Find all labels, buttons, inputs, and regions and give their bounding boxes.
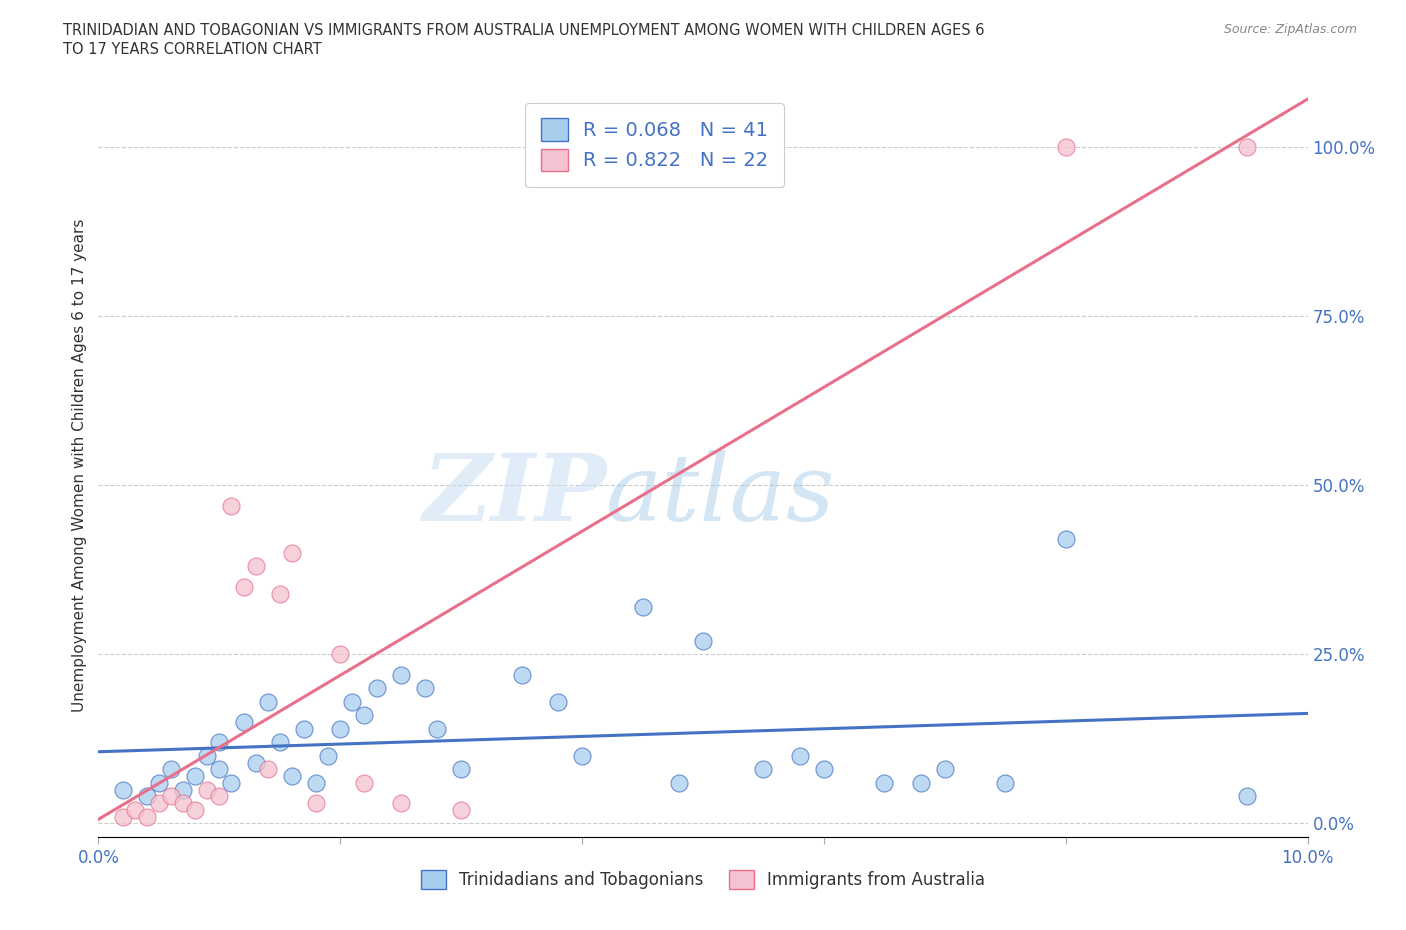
Point — [426, 722, 449, 737]
Point — [316, 749, 339, 764]
Point — [873, 776, 896, 790]
Point — [124, 803, 146, 817]
Point — [510, 667, 533, 682]
Point — [208, 789, 231, 804]
Text: atlas: atlas — [606, 450, 835, 539]
Point — [389, 796, 412, 811]
Point — [221, 776, 243, 790]
Point — [111, 809, 134, 824]
Point — [111, 782, 134, 797]
Point — [305, 796, 328, 811]
Point — [413, 681, 436, 696]
Point — [256, 695, 278, 710]
Point — [450, 803, 472, 817]
Point — [160, 762, 183, 777]
Text: TO 17 YEARS CORRELATION CHART: TO 17 YEARS CORRELATION CHART — [63, 42, 322, 57]
Point — [329, 647, 352, 662]
Point — [571, 749, 593, 764]
Point — [329, 722, 352, 737]
Point — [1054, 140, 1077, 154]
Y-axis label: Unemployment Among Women with Children Ages 6 to 17 years: Unemployment Among Women with Children A… — [72, 219, 87, 711]
Point — [148, 796, 170, 811]
Text: TRINIDADIAN AND TOBAGONIAN VS IMMIGRANTS FROM AUSTRALIA UNEMPLOYMENT AMONG WOMEN: TRINIDADIAN AND TOBAGONIAN VS IMMIGRANTS… — [63, 23, 984, 38]
Point — [208, 762, 231, 777]
Point — [1236, 789, 1258, 804]
Point — [353, 776, 375, 790]
Point — [195, 782, 218, 797]
Point — [752, 762, 775, 777]
Point — [366, 681, 388, 696]
Point — [281, 546, 304, 561]
Point — [281, 769, 304, 784]
Legend: Trinidadians and Tobagonians, Immigrants from Australia: Trinidadians and Tobagonians, Immigrants… — [415, 863, 991, 896]
Point — [353, 708, 375, 723]
Point — [172, 782, 194, 797]
Point — [184, 803, 207, 817]
Point — [232, 579, 254, 594]
Point — [269, 735, 291, 750]
Point — [245, 755, 267, 770]
Point — [910, 776, 932, 790]
Point — [813, 762, 835, 777]
Point — [184, 769, 207, 784]
Point — [135, 809, 157, 824]
Point — [450, 762, 472, 777]
Point — [269, 586, 291, 601]
Point — [232, 714, 254, 729]
Point — [148, 776, 170, 790]
Point — [245, 559, 267, 574]
Point — [221, 498, 243, 513]
Point — [789, 749, 811, 764]
Point — [994, 776, 1017, 790]
Point — [160, 789, 183, 804]
Point — [172, 796, 194, 811]
Point — [208, 735, 231, 750]
Point — [934, 762, 956, 777]
Point — [1054, 532, 1077, 547]
Point — [692, 633, 714, 648]
Point — [668, 776, 690, 790]
Text: ZIP: ZIP — [422, 450, 606, 539]
Point — [292, 722, 315, 737]
Point — [1236, 140, 1258, 154]
Point — [305, 776, 328, 790]
Point — [135, 789, 157, 804]
Point — [547, 695, 569, 710]
Point — [631, 600, 654, 615]
Point — [342, 695, 364, 710]
Point — [195, 749, 218, 764]
Point — [256, 762, 278, 777]
Text: Source: ZipAtlas.com: Source: ZipAtlas.com — [1223, 23, 1357, 36]
Point — [389, 667, 412, 682]
